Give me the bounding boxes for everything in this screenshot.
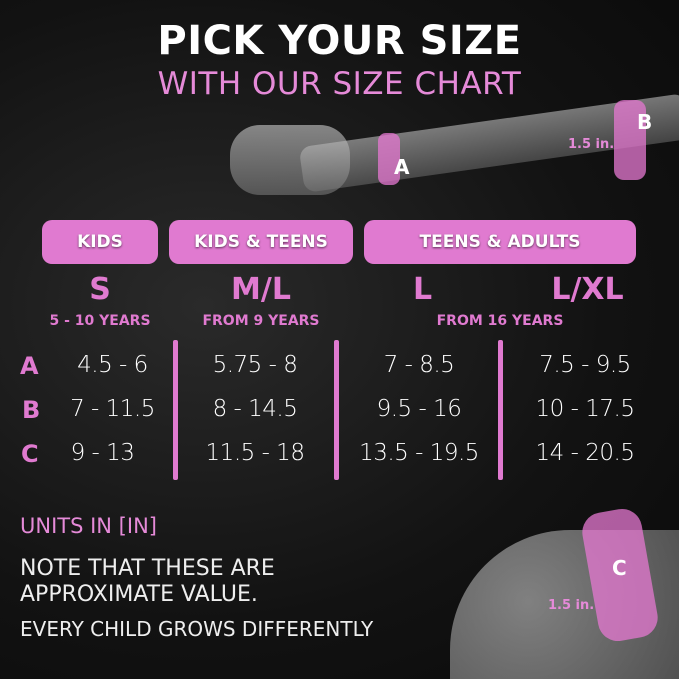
- size-s: S: [89, 272, 111, 307]
- label-a: A: [394, 155, 410, 179]
- group-teens-adults: TEENS & ADULTS: [364, 220, 636, 264]
- age-s: 5 - 10 YEARS: [49, 313, 151, 329]
- page-subtitle: WITH OUR SIZE CHART: [157, 66, 522, 102]
- band-width-bottom: 1.5 in.: [548, 598, 595, 613]
- age-ml: FROM 9 YEARS: [202, 313, 320, 329]
- band-width-top: 1.5 in.: [568, 137, 615, 152]
- cell-s-c: 9 - 13: [70, 440, 135, 466]
- size-ml: M/L: [231, 272, 291, 307]
- hand-skeleton-illustration: [230, 125, 350, 195]
- note-line-1: NOTE THAT THESE ARE: [20, 556, 275, 581]
- cell-lxl-b: 10 - 17.5: [535, 396, 635, 422]
- cell-s-a: 4.5 - 6: [77, 352, 148, 378]
- cell-l-a: 7 - 8.5: [383, 352, 455, 378]
- cell-ml-a: 5.75 - 8: [212, 352, 298, 378]
- band-b-illustration: [614, 100, 646, 180]
- note-line-3: EVERY CHILD GROWS DIFFERENTLY: [20, 617, 374, 641]
- age-adult: FROM 16 YEARS: [436, 313, 564, 329]
- divider: [173, 340, 178, 480]
- cell-ml-b: 8 - 14.5: [212, 396, 298, 422]
- band-a-illustration: [378, 133, 400, 185]
- group-kids: KIDS: [42, 220, 158, 264]
- units-note: UNITS IN [IN]: [20, 514, 157, 538]
- label-b: B: [637, 110, 653, 134]
- size-l: L: [412, 272, 433, 307]
- label-c: C: [612, 556, 627, 580]
- row-label-c: C: [21, 440, 39, 468]
- divider: [334, 340, 339, 480]
- note-line-2: APPROXIMATE VALUE.: [20, 582, 258, 607]
- row-label-a: A: [20, 352, 39, 380]
- cell-ml-c: 11.5 - 18: [205, 440, 305, 466]
- divider: [498, 340, 503, 480]
- page-title: PICK YOUR SIZE: [157, 18, 522, 64]
- cell-lxl-c: 14 - 20.5: [535, 440, 635, 466]
- size-lxl: L/XL: [551, 272, 624, 307]
- row-label-b: B: [22, 396, 41, 424]
- group-kids-teens: KIDS & TEENS: [169, 220, 353, 264]
- cell-s-b: 7 - 11.5: [70, 396, 155, 422]
- cell-lxl-a: 7.5 - 9.5: [539, 352, 631, 378]
- cell-l-c: 13.5 - 19.5: [359, 440, 479, 466]
- cell-l-b: 9.5 - 16: [376, 396, 462, 422]
